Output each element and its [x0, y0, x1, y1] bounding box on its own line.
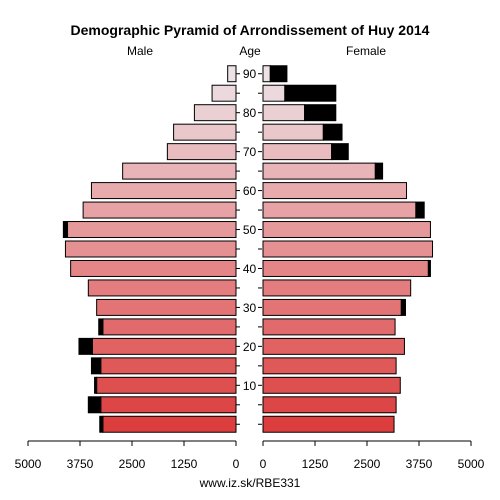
male-bar-25-29	[102, 318, 237, 336]
male-bar-20-24	[91, 337, 237, 355]
male-bar-90+	[227, 65, 237, 83]
male-excess-0-4	[99, 415, 104, 433]
male-excess-10-14	[94, 376, 98, 394]
female-x-tick-label: 1250	[302, 457, 329, 471]
age-label-30: 30	[243, 301, 257, 315]
axes-group: 10 20 30 40 50 60 70 80 90 5000 3750 2500 1250 0 0 1250…	[15, 67, 485, 471]
male-bar-85-89	[211, 84, 237, 102]
male-excess-50-54	[62, 221, 69, 239]
male-excess-25-29	[98, 318, 104, 336]
age-label-80: 80	[243, 106, 257, 120]
female-excess-40-44	[427, 259, 431, 277]
female-bar-25-29	[262, 318, 396, 336]
age-label-50: 50	[243, 223, 257, 237]
male-bar-80-84	[193, 104, 237, 122]
male-bar-15-19	[100, 357, 237, 375]
male-bar-5-9	[100, 396, 237, 414]
female-bar-60-64	[262, 182, 408, 200]
female-bar-70-74	[262, 143, 333, 161]
female-x-tick-label: 3750	[406, 457, 433, 471]
male-excess-15-19	[90, 357, 102, 375]
male-bar-55-59	[82, 201, 237, 219]
female-bar-65-69	[262, 162, 376, 180]
age-label-10: 10	[243, 379, 257, 393]
male-x-tick-label: 5000	[15, 457, 42, 471]
chart-title: Demographic Pyramid of Arrondissement of…	[71, 22, 430, 38]
female-bar-80-84	[262, 104, 306, 122]
age-label-90: 90	[243, 67, 257, 81]
male-bar-30-34	[96, 298, 237, 316]
male-bar-0-4	[102, 415, 237, 433]
female-excess-75-79	[322, 123, 343, 141]
female-bar-90+	[262, 65, 271, 83]
male-bar-65-69	[122, 162, 237, 180]
female-excess-90+	[269, 65, 288, 83]
female-excess-65-69	[374, 162, 384, 180]
male-bar-60-64	[90, 182, 237, 200]
female-bar-45-49	[262, 240, 434, 258]
age-label-70: 70	[243, 145, 257, 159]
female-bar-75-79	[262, 123, 324, 141]
female-x-tick-label: 2500	[354, 457, 381, 471]
female-bar-30-34	[262, 298, 402, 316]
female-bar-5-9	[262, 396, 397, 414]
male-bar-10-14	[96, 376, 237, 394]
male-bar-45-49	[64, 240, 237, 258]
female-bar-10-14	[262, 376, 401, 394]
male-excess-20-24	[78, 337, 93, 355]
female-excess-55-59	[415, 201, 425, 219]
male-bar-40-44	[70, 259, 237, 277]
male-bar-50-54	[67, 221, 237, 239]
female-bar-50-54	[262, 221, 431, 239]
male-bar-75-79	[173, 123, 237, 141]
female-label: Female	[346, 44, 386, 58]
male-bar-70-74	[166, 143, 237, 161]
age-label: Age	[239, 44, 261, 58]
female-excess-30-34	[400, 298, 406, 316]
female-excess-85-89	[284, 84, 337, 102]
male-x-tick-label: 1250	[171, 457, 198, 471]
female-bar-85-89	[262, 84, 286, 102]
footer-link[interactable]: www.iz.sk/RBE331	[199, 476, 301, 490]
female-x-tick-label: 5000	[458, 457, 485, 471]
female-bar-0-4	[262, 415, 395, 433]
male-x-tick-label: 0	[233, 457, 240, 471]
female-bar-55-59	[262, 201, 417, 219]
female-bar-20-24	[262, 337, 405, 355]
female-excess-80-84	[304, 104, 337, 122]
female-x-tick-label: 0	[260, 457, 267, 471]
female-bar-35-39	[262, 279, 412, 297]
age-label-20: 20	[243, 340, 257, 354]
bars-group	[62, 65, 434, 433]
male-bar-35-39	[87, 279, 237, 297]
female-bar-40-44	[262, 259, 429, 277]
age-label-60: 60	[243, 184, 257, 198]
male-label: Male	[127, 44, 153, 58]
age-label-40: 40	[243, 262, 257, 276]
female-excess-70-74	[331, 143, 349, 161]
male-x-tick-label: 2500	[119, 457, 146, 471]
male-x-tick-label: 3750	[67, 457, 94, 471]
male-excess-5-9	[87, 396, 102, 414]
female-bar-15-19	[262, 357, 397, 375]
